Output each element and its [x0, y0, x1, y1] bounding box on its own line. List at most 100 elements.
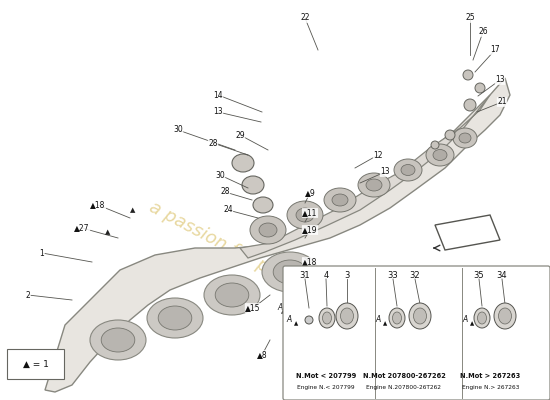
Ellipse shape [147, 298, 203, 338]
Text: ▲: ▲ [287, 300, 293, 306]
Text: ▲: ▲ [281, 310, 285, 314]
Polygon shape [240, 95, 490, 258]
Ellipse shape [232, 154, 254, 172]
Ellipse shape [324, 188, 356, 212]
Circle shape [431, 141, 439, 149]
Ellipse shape [474, 308, 490, 328]
Text: 13: 13 [380, 168, 390, 176]
Ellipse shape [358, 173, 390, 197]
Text: A: A [277, 304, 283, 312]
Polygon shape [45, 78, 510, 392]
Ellipse shape [262, 252, 318, 292]
Ellipse shape [393, 312, 402, 324]
Text: a passion for parts since 1985: a passion for parts since 1985 [146, 198, 394, 342]
Ellipse shape [453, 128, 477, 148]
Ellipse shape [158, 306, 192, 330]
Circle shape [475, 83, 485, 93]
Text: ▲11: ▲11 [302, 208, 318, 218]
Text: 24: 24 [223, 206, 233, 214]
Text: ▲: ▲ [130, 207, 136, 213]
Text: 28: 28 [220, 188, 230, 196]
Text: ▲: ▲ [294, 322, 298, 326]
Ellipse shape [426, 144, 454, 166]
Text: 2: 2 [26, 290, 30, 300]
FancyBboxPatch shape [7, 349, 64, 379]
Text: 17: 17 [490, 46, 500, 54]
Text: 32: 32 [410, 270, 420, 280]
Text: A: A [376, 316, 381, 324]
Ellipse shape [259, 223, 277, 237]
Ellipse shape [498, 308, 512, 324]
Text: N.Mot 207800-267262: N.Mot 207800-267262 [362, 373, 446, 379]
Ellipse shape [340, 308, 354, 324]
Ellipse shape [389, 308, 405, 328]
Text: 33: 33 [388, 270, 398, 280]
Ellipse shape [394, 159, 422, 181]
Text: 29: 29 [235, 130, 245, 140]
Ellipse shape [414, 308, 426, 324]
Text: Engine N.< 207799: Engine N.< 207799 [297, 386, 355, 390]
Ellipse shape [433, 150, 447, 160]
Text: ▲15: ▲15 [245, 304, 261, 312]
Text: 3: 3 [344, 270, 350, 280]
Text: ▲27: ▲27 [74, 224, 90, 232]
Text: 4: 4 [323, 270, 329, 280]
Text: A: A [287, 316, 292, 324]
Text: 26: 26 [478, 28, 488, 36]
Circle shape [464, 99, 476, 111]
Text: 28: 28 [208, 138, 218, 148]
Text: ▲ = 1: ▲ = 1 [23, 360, 48, 368]
Text: ▲: ▲ [383, 322, 387, 326]
Ellipse shape [494, 303, 516, 329]
Ellipse shape [204, 275, 260, 315]
Text: ▲27: ▲27 [319, 308, 335, 316]
Text: 1: 1 [40, 248, 45, 258]
FancyBboxPatch shape [283, 266, 550, 400]
Text: ▲9: ▲9 [305, 188, 315, 198]
Text: 21: 21 [497, 98, 507, 106]
Ellipse shape [215, 283, 249, 307]
Text: 12: 12 [373, 150, 383, 160]
Text: A: A [463, 316, 468, 324]
Text: ▲18: ▲18 [90, 200, 106, 210]
Text: 35: 35 [474, 270, 485, 280]
Ellipse shape [401, 164, 415, 176]
Text: 13: 13 [213, 108, 223, 116]
Polygon shape [435, 215, 500, 250]
Text: 31: 31 [300, 270, 310, 280]
Text: N.Mot < 207799: N.Mot < 207799 [296, 373, 356, 379]
Text: 30: 30 [173, 126, 183, 134]
Text: 13: 13 [495, 76, 505, 84]
Text: 25: 25 [465, 14, 475, 22]
Ellipse shape [250, 216, 286, 244]
Text: 22: 22 [300, 14, 310, 22]
Text: 30: 30 [215, 170, 225, 180]
Ellipse shape [287, 201, 323, 229]
Text: ▲: ▲ [345, 305, 351, 311]
Text: ▲8: ▲8 [257, 350, 267, 360]
Text: ▲: ▲ [470, 322, 474, 326]
Circle shape [305, 316, 313, 324]
Circle shape [463, 70, 473, 80]
Text: ▲18: ▲18 [302, 258, 318, 266]
Text: N.Mot > 267263: N.Mot > 267263 [460, 373, 521, 379]
Ellipse shape [273, 260, 307, 284]
Circle shape [445, 130, 455, 140]
Text: 34: 34 [497, 270, 507, 280]
Ellipse shape [477, 312, 487, 324]
Text: Engine N.> 267263: Engine N.> 267263 [462, 386, 519, 390]
Ellipse shape [242, 176, 264, 194]
Text: 14: 14 [213, 90, 223, 100]
Text: Engine N.207800-26T262: Engine N.207800-26T262 [366, 386, 442, 390]
Ellipse shape [366, 179, 382, 191]
Text: ▲19: ▲19 [302, 226, 318, 234]
Ellipse shape [253, 197, 273, 213]
Ellipse shape [296, 208, 314, 222]
Text: ▲: ▲ [105, 229, 111, 235]
Ellipse shape [459, 133, 471, 143]
Ellipse shape [336, 303, 358, 329]
Ellipse shape [90, 320, 146, 360]
Ellipse shape [101, 328, 135, 352]
Ellipse shape [409, 303, 431, 329]
Ellipse shape [322, 312, 332, 324]
